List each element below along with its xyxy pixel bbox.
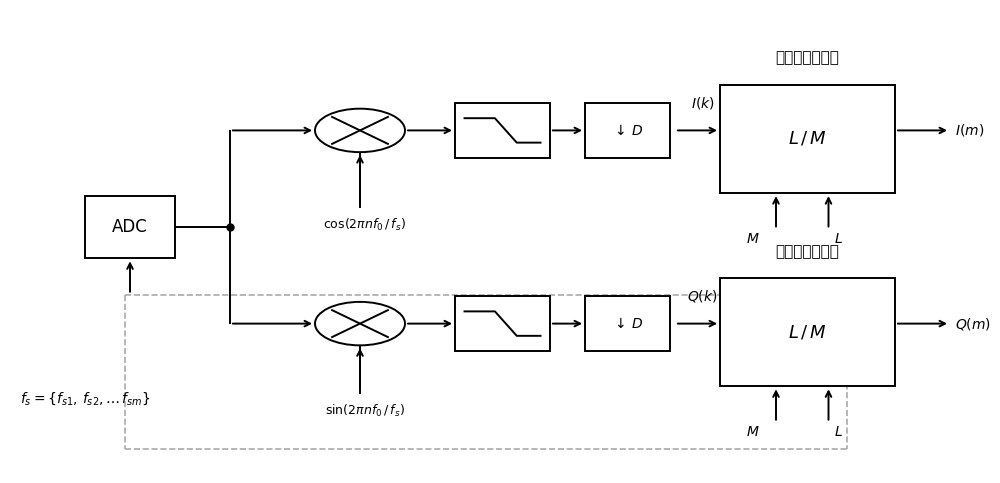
Text: $\downarrow\,D$: $\downarrow\,D$	[612, 123, 643, 138]
Text: $L$: $L$	[834, 232, 842, 246]
Text: $\sin(2\pi n f_0\,/\,f_s)$: $\sin(2\pi n f_0\,/\,f_s)$	[325, 403, 405, 419]
Text: $M$: $M$	[746, 425, 760, 439]
Bar	[455, 296, 550, 352]
Circle shape	[315, 302, 405, 345]
Text: ADC: ADC	[112, 218, 148, 236]
Bar	[455, 102, 550, 158]
Bar	[720, 85, 895, 193]
Text: $f_s = \{f_{s1},\,f_{s2},\ldots\,f_{sm}\}$: $f_s = \{f_{s1},\,f_{s2},\ldots\,f_{sm}\…	[20, 390, 151, 407]
Text: $I(m)$: $I(m)$	[955, 122, 984, 139]
Text: 可变模小数变频: 可变模小数变频	[776, 50, 839, 66]
Text: $\downarrow\,D$: $\downarrow\,D$	[612, 316, 643, 331]
Bar	[585, 102, 670, 158]
Bar	[585, 296, 670, 352]
Circle shape	[315, 109, 405, 152]
Bar	[720, 278, 895, 386]
Text: $Q(m)$: $Q(m)$	[955, 315, 991, 332]
Text: 可变模小数变频: 可变模小数变频	[776, 243, 839, 259]
Text: $L$: $L$	[834, 425, 842, 439]
Text: $M$: $M$	[746, 232, 760, 246]
Text: $I(k)$: $I(k)$	[691, 95, 714, 111]
Text: $\cos(2\pi n f_0\,/\,f_s)$: $\cos(2\pi n f_0\,/\,f_s)$	[323, 217, 407, 233]
Text: $L\,/\,M$: $L\,/\,M$	[788, 323, 827, 341]
Text: $L\,/\,M$: $L\,/\,M$	[788, 130, 827, 148]
Text: $Q(k)$: $Q(k)$	[687, 288, 718, 304]
Bar	[85, 196, 175, 258]
